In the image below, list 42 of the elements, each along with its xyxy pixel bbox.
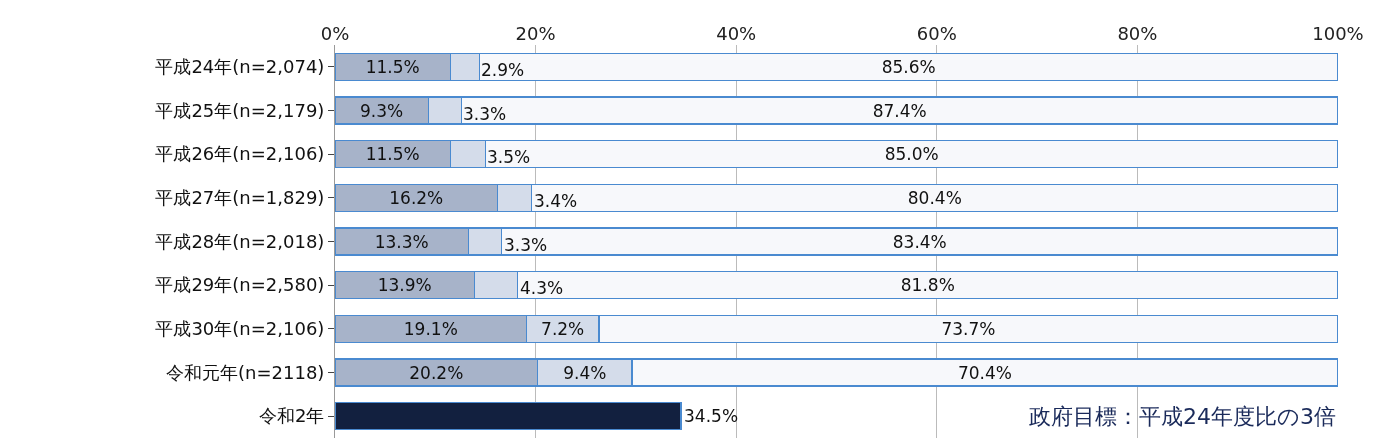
data-label: 7.2% (541, 318, 585, 339)
x-tick-label: 40% (716, 23, 757, 45)
data-label: 85.6% (881, 56, 936, 77)
x-tick-label: 80% (1117, 23, 1158, 45)
data-label: 19.1% (403, 318, 458, 339)
data-label: 34.5% (684, 406, 739, 427)
y-tick-label: 令和元年(n=2118) (166, 361, 325, 383)
data-label: 11.5% (365, 144, 420, 165)
y-tick-label: 平成30年(n=2,106) (155, 318, 325, 340)
data-label: 80.4% (907, 187, 962, 208)
x-tick-label: 20% (515, 23, 556, 45)
data-label: 3.3% (504, 235, 548, 255)
data-label: 83.4% (892, 231, 947, 252)
data-label: 11.5% (365, 56, 420, 77)
data-label: 81.8% (900, 275, 955, 296)
data-label: 3.5% (487, 147, 531, 167)
x-tick-label: 60% (916, 23, 957, 45)
data-label: 13.3% (374, 231, 429, 252)
data-label: 9.3% (360, 100, 404, 121)
y-tick-label: 平成28年(n=2,018) (155, 230, 325, 252)
x-tick-label: 0% (320, 23, 350, 45)
x-tick-label: 100% (1312, 23, 1364, 45)
y-tick-label: 平成26年(n=2,106) (155, 143, 325, 165)
annotation: 政府目標：平成24年度比の3倍 (1029, 404, 1336, 429)
data-label: 3.4% (534, 191, 578, 211)
data-label: 85.0% (884, 144, 939, 165)
data-label: 73.7% (941, 318, 996, 339)
data-label: 3.3% (463, 104, 507, 124)
data-label: 2.9% (481, 60, 525, 80)
data-label: 70.4% (957, 362, 1012, 383)
y-tick-label: 平成24年(n=2,074) (155, 56, 325, 78)
data-label: 87.4% (872, 100, 927, 121)
data-label: 13.9% (377, 275, 432, 296)
data-label: 4.3% (520, 278, 564, 298)
y-tick-label: 平成25年(n=2,179) (155, 99, 325, 121)
data-label: 16.2% (389, 187, 444, 208)
data-label: 9.4% (563, 362, 607, 383)
y-tick-label: 平成29年(n=2,580) (155, 274, 325, 296)
data-label: 20.2% (409, 362, 464, 383)
y-tick-label: 令和2年 (258, 405, 325, 427)
y-tick-label: 平成27年(n=1,829) (155, 187, 325, 209)
bar (335, 401, 682, 431)
